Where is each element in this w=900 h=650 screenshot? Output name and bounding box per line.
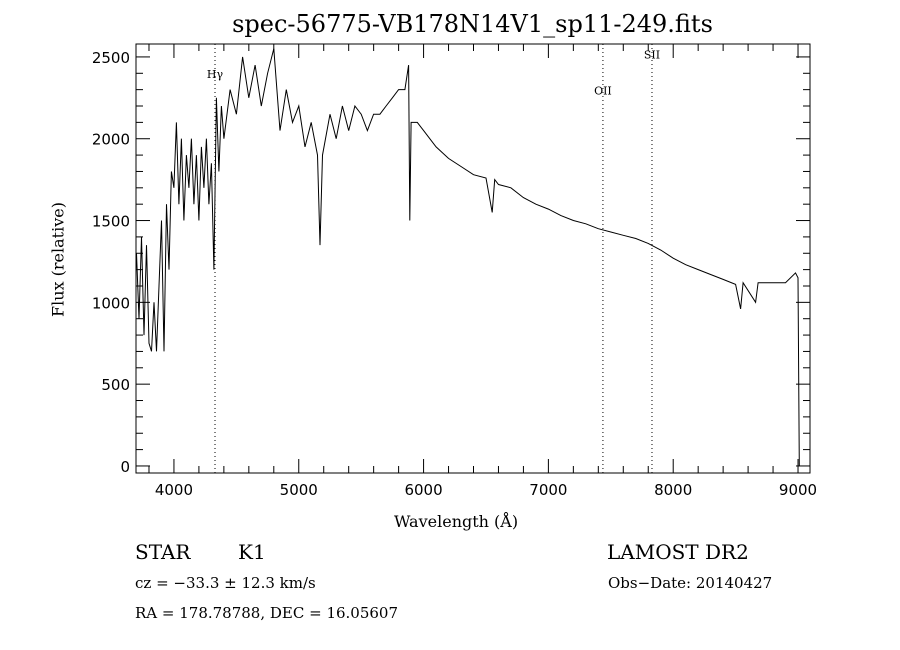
coordinates: RA = 178.78788, DEC = 16.05607 [135,604,399,622]
redshift-cz: cz = −33.3 ± 12.3 km/s [135,574,316,592]
x-tick-label: 9000 [779,481,817,499]
y-axis-label: Flux (relative) [48,202,68,317]
y-tick-label: 0 [120,458,130,476]
line-marker-label: OII [594,85,612,98]
x-axis-label: Wavelength (Å) [394,512,519,531]
y-tick-label: 500 [101,376,130,394]
object-subclass: K1 [238,540,266,564]
x-tick-label: 8000 [654,481,692,499]
line-marker-label: Hγ [207,68,224,81]
spectrum-line [136,48,800,467]
x-tick-label: 6000 [404,481,442,499]
x-tick-label: 5000 [280,481,318,499]
y-tick-label: 2500 [92,49,130,67]
object-class: STAR [135,540,191,564]
x-tick-label: 4000 [155,481,193,499]
x-tick-label: 7000 [529,481,567,499]
chart-title: spec-56775-VB178N14V1_sp11-249.fits [232,10,713,38]
y-tick-label: 1000 [92,294,130,312]
y-tick-label: 1500 [92,213,130,231]
obs-date: Obs−Date: 20140427 [608,574,773,592]
y-tick-label: 2000 [92,131,130,149]
line-marker-label: SII [644,49,660,62]
survey-name: LAMOST DR2 [607,540,749,564]
